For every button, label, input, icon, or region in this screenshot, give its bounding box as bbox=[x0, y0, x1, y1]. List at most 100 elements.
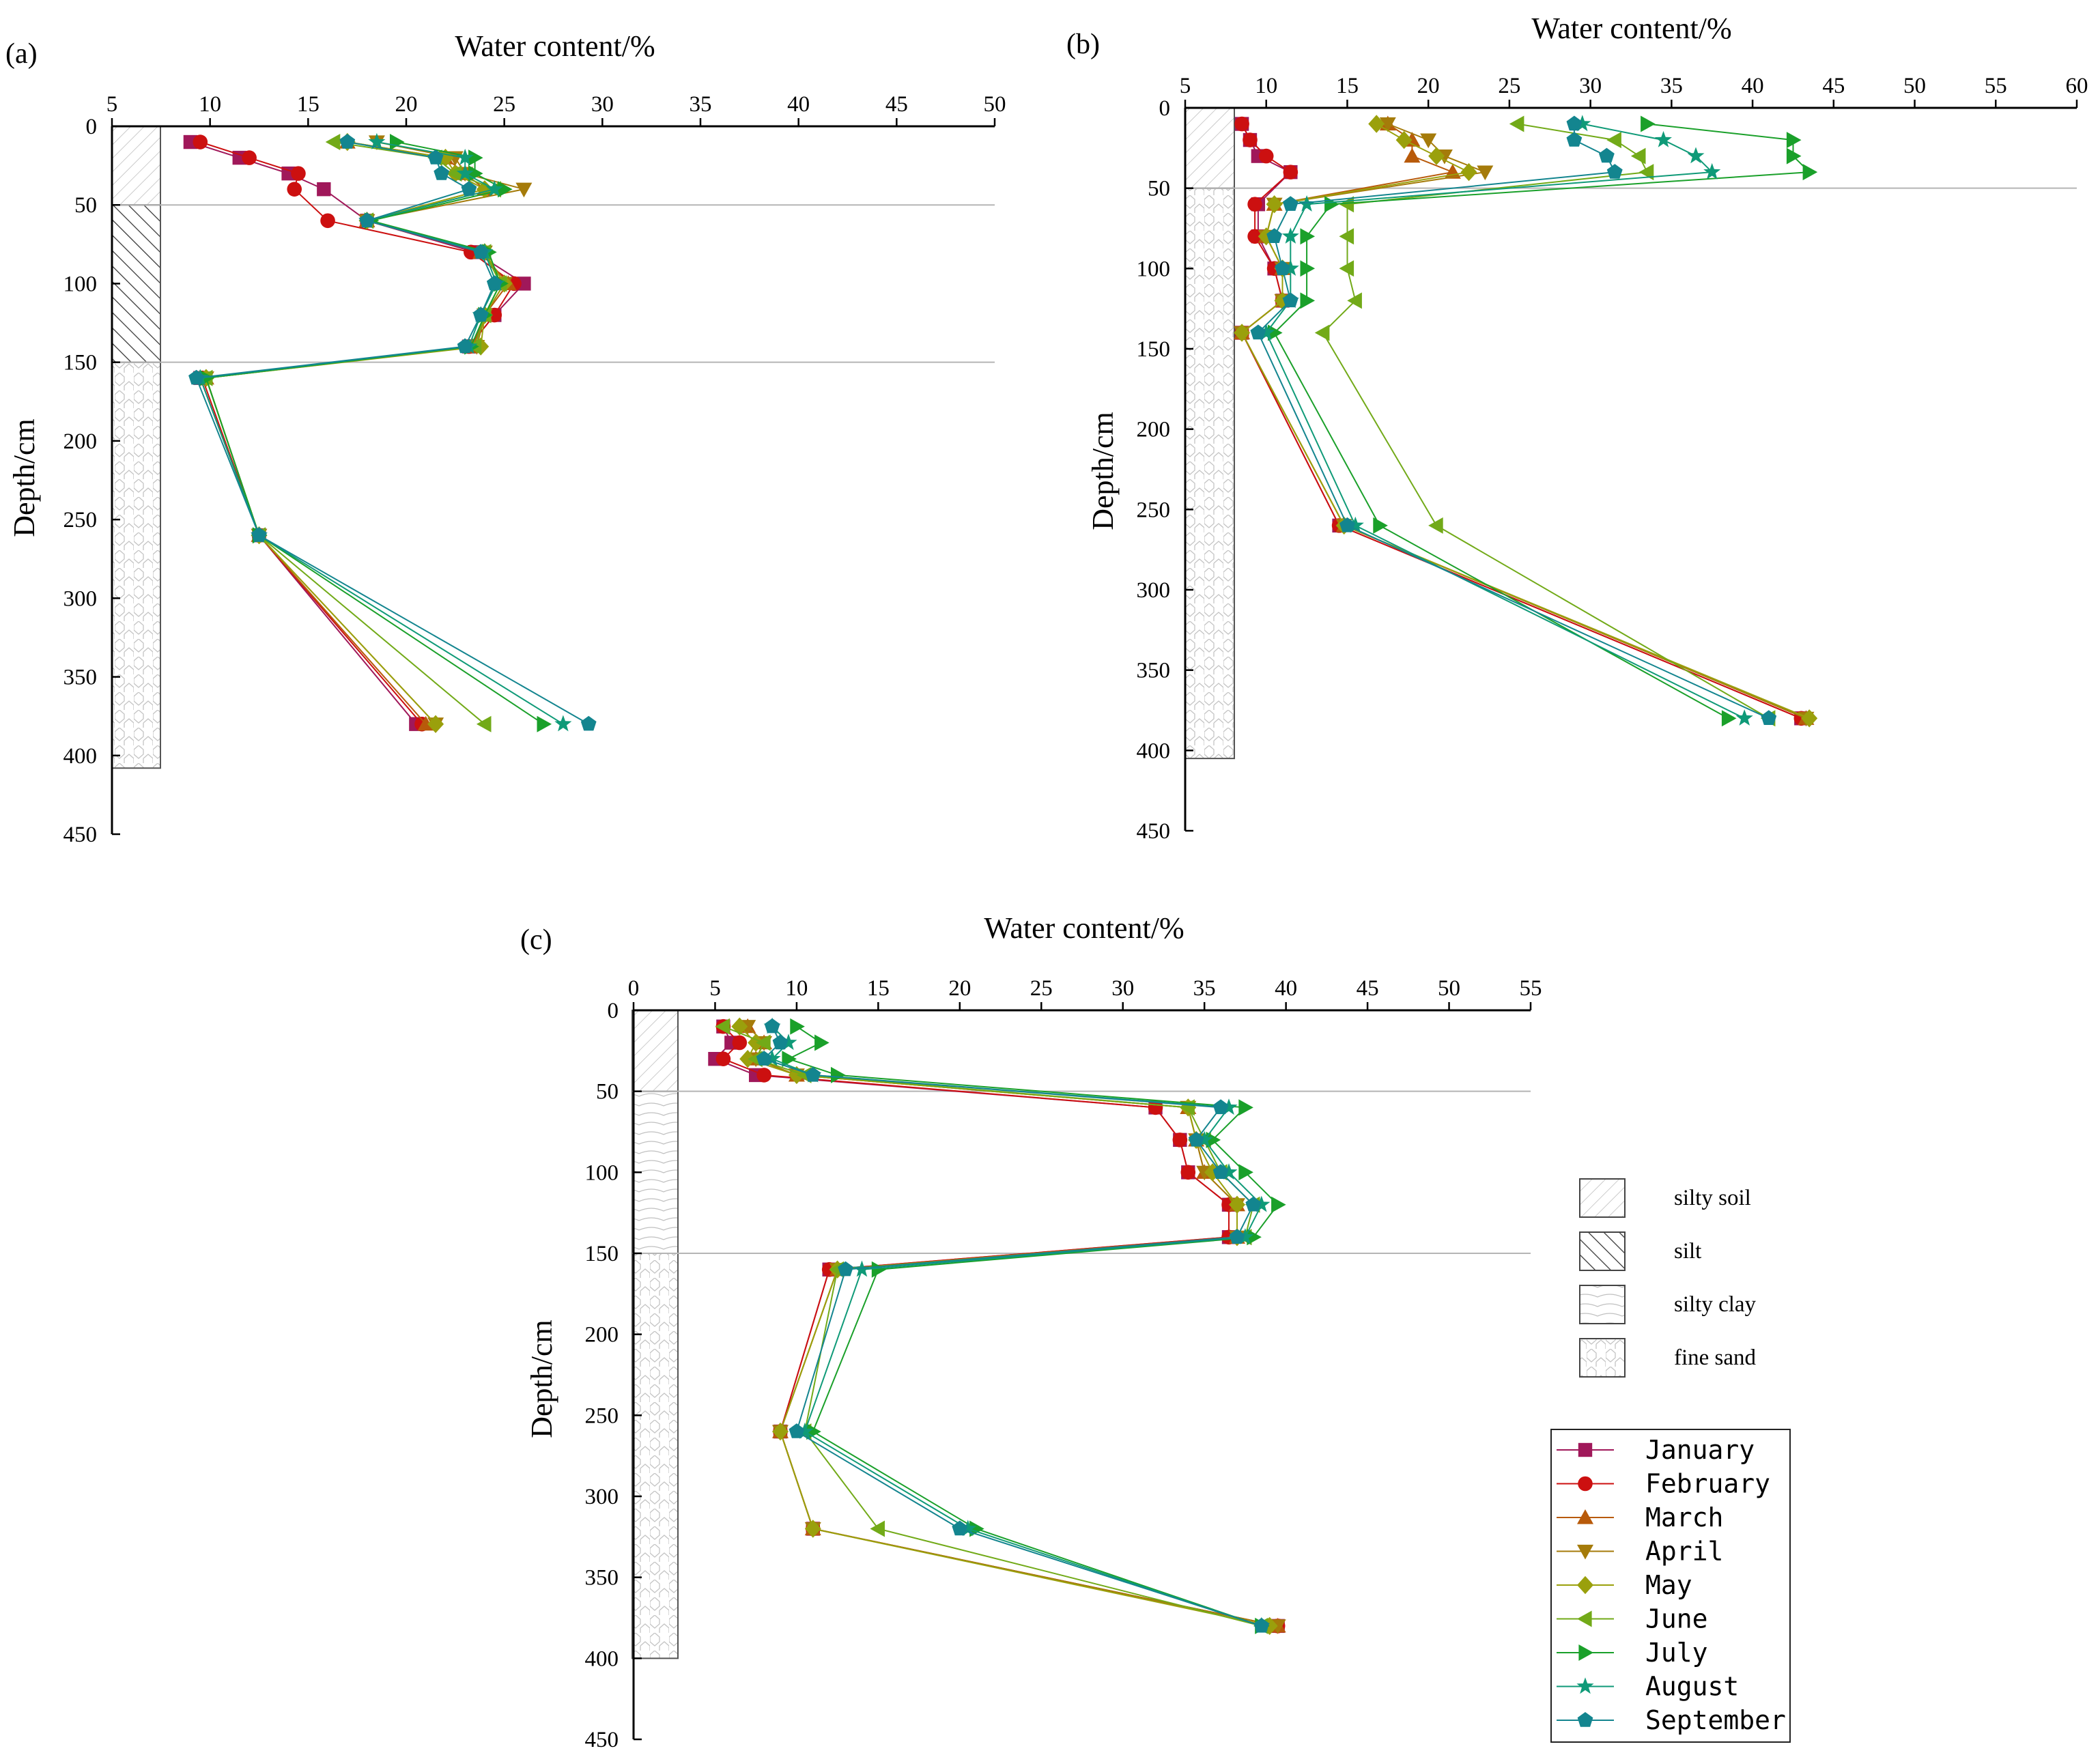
data-point-july bbox=[814, 1034, 829, 1051]
x-tick-label: 50 bbox=[1438, 976, 1460, 1001]
data-point-september bbox=[1761, 710, 1777, 725]
data-point-july bbox=[1324, 196, 1339, 213]
soil-layer-fine-sand bbox=[111, 361, 161, 769]
data-point-september bbox=[359, 212, 375, 227]
data-point-august bbox=[1220, 1098, 1238, 1115]
data-point-july bbox=[1300, 228, 1316, 245]
data-point-may bbox=[731, 1017, 748, 1036]
panel-c: (c) 0 5 10 15 20 25 30 35 40 45 50 55 0 50 100 150 200 250… bbox=[520, 911, 1542, 1752]
series-line-august bbox=[199, 141, 564, 725]
data-point-september bbox=[1282, 292, 1299, 308]
legend-item-may: May bbox=[1557, 1570, 1692, 1600]
series-line-april bbox=[1240, 123, 1806, 719]
data-point-september bbox=[472, 307, 489, 322]
soil-layer-silty-soil bbox=[632, 1010, 679, 1092]
data-point-july bbox=[498, 181, 513, 198]
soil-swatch-silty-clay bbox=[1579, 1285, 1626, 1324]
data-point-september bbox=[805, 1066, 821, 1082]
data-point-may bbox=[804, 1520, 821, 1538]
panel-label: (c) bbox=[520, 924, 552, 956]
legend-item-june: June bbox=[1557, 1604, 1708, 1634]
y-tick-label: 100 bbox=[585, 1160, 619, 1185]
x-tick-label: 40 bbox=[1275, 976, 1297, 1001]
x-tick-label: 35 bbox=[1660, 74, 1683, 98]
x-axis-title: Water content/% bbox=[984, 911, 1184, 945]
data-point-february bbox=[715, 1051, 731, 1066]
data-point-may bbox=[1368, 115, 1385, 133]
data-point-june bbox=[1428, 517, 1443, 534]
data-point-september bbox=[1606, 164, 1623, 179]
x-tick-label: 55 bbox=[1520, 976, 1542, 1001]
data-point-april bbox=[1477, 165, 1494, 181]
series-july bbox=[1268, 115, 1818, 727]
data-point-february bbox=[1243, 132, 1258, 147]
series-july bbox=[782, 1018, 1286, 1634]
soil-label-silty-clay: silty clay bbox=[1674, 1292, 1757, 1317]
data-point-june bbox=[1314, 324, 1330, 341]
data-point-february bbox=[193, 134, 208, 149]
y-tick-label: 300 bbox=[585, 1485, 619, 1509]
y-tick-label: 250 bbox=[63, 508, 98, 532]
series-march bbox=[739, 1018, 1286, 1633]
data-point-february bbox=[291, 166, 306, 181]
y-tick-label: 350 bbox=[585, 1566, 619, 1591]
data-point-september bbox=[461, 181, 477, 196]
legend-marker bbox=[1577, 1610, 1592, 1627]
data-point-september bbox=[1229, 1229, 1245, 1244]
data-point-july bbox=[831, 1066, 846, 1083]
x-tick-label: 45 bbox=[885, 92, 908, 117]
data-point-august bbox=[780, 1034, 797, 1051]
series-line-january bbox=[1240, 124, 1802, 719]
data-point-february bbox=[1172, 1132, 1188, 1148]
data-point-june bbox=[1339, 228, 1354, 245]
data-point-june bbox=[325, 134, 341, 150]
data-point-february bbox=[732, 1035, 748, 1051]
data-point-august bbox=[763, 1050, 781, 1066]
legend-label: April bbox=[1645, 1537, 1723, 1567]
data-point-june bbox=[1339, 260, 1354, 277]
series-line-february bbox=[722, 1025, 1278, 1627]
series-february bbox=[193, 134, 522, 732]
x-tick-label: 45 bbox=[1357, 976, 1379, 1001]
data-point-september bbox=[1566, 115, 1583, 131]
y-tick-label: 0 bbox=[86, 115, 98, 139]
series-line-february bbox=[1240, 124, 1802, 719]
y-tick-label: 0 bbox=[608, 999, 619, 1023]
series-line-may bbox=[205, 141, 505, 725]
series-line-july bbox=[1273, 123, 1811, 719]
x-tick-label: 60 bbox=[2066, 74, 2088, 98]
y-tick-label: 50 bbox=[74, 193, 97, 218]
data-point-july bbox=[806, 1423, 821, 1440]
data-point-may bbox=[1234, 324, 1251, 342]
legend-label: January bbox=[1645, 1435, 1755, 1465]
y-tick-label: 200 bbox=[585, 1323, 619, 1348]
y-tick-label: 400 bbox=[1137, 739, 1171, 763]
series-line-march bbox=[1240, 123, 1806, 719]
data-point-july bbox=[1300, 292, 1316, 309]
data-point-july bbox=[1271, 1196, 1286, 1213]
data-point-may bbox=[1460, 162, 1477, 182]
data-point-february bbox=[320, 213, 335, 229]
data-point-february bbox=[1258, 148, 1274, 164]
data-point-april bbox=[1420, 133, 1437, 149]
data-point-september bbox=[1250, 324, 1266, 340]
data-point-may bbox=[788, 1066, 805, 1085]
data-point-august bbox=[1253, 1195, 1271, 1212]
y-tick-label: 150 bbox=[585, 1242, 619, 1266]
x-tick-label: 50 bbox=[1903, 74, 1926, 98]
x-tick-label: 15 bbox=[867, 976, 890, 1001]
legend-marker bbox=[1577, 1544, 1593, 1560]
data-point-august bbox=[1258, 324, 1275, 341]
y-tick-label: 400 bbox=[585, 1647, 619, 1671]
series-september bbox=[188, 134, 597, 731]
data-point-august bbox=[1220, 1163, 1238, 1180]
data-point-september bbox=[1212, 1099, 1229, 1115]
x-tick-label: 30 bbox=[1579, 74, 1602, 98]
legend-item-february: February bbox=[1557, 1469, 1770, 1499]
soil-swatch-silty-soil bbox=[1579, 1178, 1626, 1218]
data-point-september bbox=[427, 149, 444, 165]
data-point-july bbox=[468, 149, 483, 167]
data-point-august bbox=[1574, 115, 1591, 132]
y-tick-label: 50 bbox=[1148, 177, 1170, 201]
data-point-july bbox=[1373, 517, 1388, 534]
